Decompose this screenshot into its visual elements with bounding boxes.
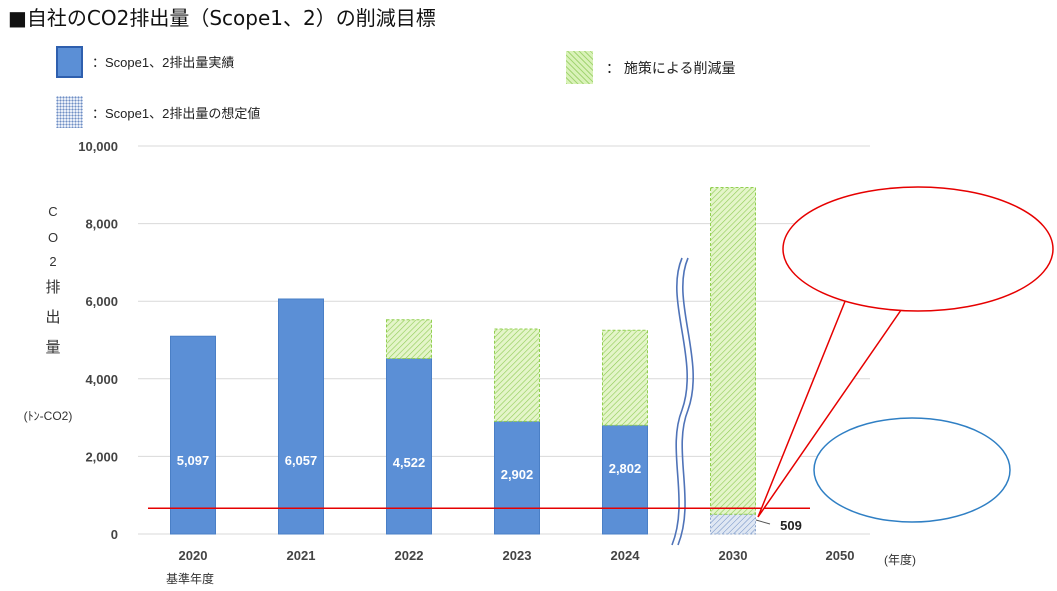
bar-actual [602,424,648,535]
bar-actual [494,420,540,535]
callout-2030-joint [850,290,906,300]
bar-reduction [602,329,648,426]
legend-label-reduction: ： 施策による削減量 [606,60,736,76]
bar-actual [278,298,324,535]
x-axis-unit: (年度) [884,552,916,567]
x-tick-label: 2024 [611,548,641,563]
bar-actual [170,335,216,535]
y-axis-label-char: O [48,230,58,245]
legend-label-actual: ：Scope1、2排出量実績 [92,55,235,70]
bar-data-label: 2,902 [501,467,534,482]
callout-2030-bubble [782,186,1054,312]
y-tick-label: 4,000 [85,372,118,387]
bar-assumed [710,513,756,535]
chart-title: ■自社のCO2排出量（Scope1、2）の削減目標 [8,6,436,30]
target-value-label: 509 [780,518,802,533]
y-tick-label: 2,000 [85,449,118,464]
x-tick-label: 2020 [179,548,208,563]
y-axis-label-char: 2 [49,254,56,269]
bar-reduction [710,187,756,515]
target-leader-line [755,519,771,525]
axis-break-line [677,257,694,546]
bar-data-label: 2,802 [609,461,642,476]
legend-swatch-reduction [566,51,593,84]
x-tick-label: 2023 [503,548,532,563]
legend-swatch-assumed [56,96,83,128]
y-axis-unit: (ﾄﾝ-CO2) [24,409,73,423]
x-tick-label: 2021 [287,548,316,563]
x-sublabel-base-year: 基準年度 [166,571,214,586]
y-axis-label-char: C [48,204,57,219]
y-tick-label: 0 [111,527,118,542]
axis-break-line [671,257,688,546]
legend-label-assumed: ：Scope1、2排出量の想定値 [92,106,261,121]
bar-data-label: 6,057 [285,453,318,468]
y-axis-label-char: 排 [45,279,60,296]
bar-actual [386,358,432,535]
y-axis-label-char: 量 [45,339,60,356]
callout-2030-pointer [757,293,909,518]
legend-swatch-actual [56,46,83,78]
bar-reduction [386,319,432,360]
bar-reduction [494,328,540,422]
y-tick-label: 6,000 [85,294,118,309]
bar-data-label: 4,522 [393,455,426,470]
x-tick-label: 2030 [719,548,748,563]
y-axis-label-char: 出 [45,309,60,326]
x-tick-label: 2050 [826,548,855,563]
annotation-layer [148,186,1054,546]
x-tick-label: 2022 [395,548,424,563]
y-tick-label: 10,000 [78,139,118,154]
bar-layer [170,187,756,535]
callout-2050-bubble [813,417,1011,523]
y-tick-label: 8,000 [85,217,118,232]
bar-data-label: 5,097 [177,453,210,468]
